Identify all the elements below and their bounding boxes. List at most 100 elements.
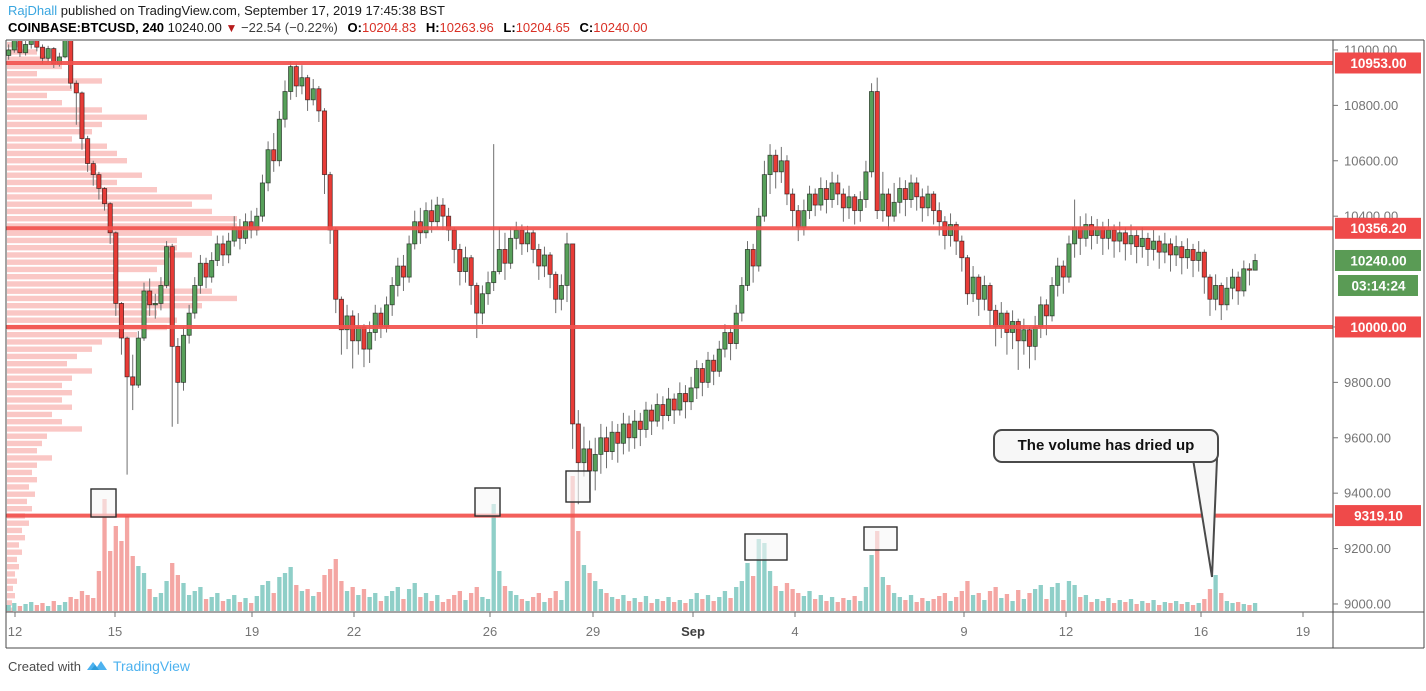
volume-bar	[62, 602, 68, 611]
volume-bar	[779, 591, 784, 611]
candle-down	[790, 193, 796, 212]
volume-bar	[468, 593, 474, 611]
volume-bar	[254, 596, 259, 611]
candle-down	[1004, 312, 1010, 333]
volume-bar	[903, 600, 908, 611]
volume-bar	[429, 601, 434, 611]
volume-highlight-box[interactable]	[744, 533, 788, 561]
volume-profile-bar	[7, 397, 62, 403]
candle-up	[1173, 246, 1179, 256]
candle-up	[970, 276, 976, 295]
price-tick-label: 9400.00	[1344, 486, 1391, 501]
volume-highlight-box[interactable]	[474, 487, 501, 517]
volume-bar	[1236, 602, 1241, 611]
volume-profile-bar	[7, 542, 19, 548]
volume-profile-bar	[7, 230, 212, 236]
volume-bar	[705, 595, 711, 611]
volume-bar	[688, 599, 694, 611]
volume-bar	[784, 583, 790, 611]
candle-down	[293, 66, 299, 87]
volume-bar	[1134, 604, 1139, 611]
candle-down	[316, 88, 322, 112]
volume-bar	[666, 597, 671, 611]
volume-profile-bar	[7, 63, 62, 70]
candle-down	[936, 210, 942, 223]
volume-bar	[237, 602, 243, 611]
volume-bar	[1032, 589, 1038, 611]
volume-bar	[790, 589, 795, 611]
candle-down	[750, 249, 756, 267]
volume-bar	[508, 591, 513, 611]
time-tick-label: 26	[483, 624, 497, 639]
candle-down	[457, 249, 463, 272]
volume-profile-bar	[7, 433, 47, 439]
volume-highlight-box[interactable]	[565, 470, 591, 503]
volume-bar	[474, 587, 479, 611]
volume-bar	[1241, 604, 1246, 611]
candle-down	[1043, 304, 1049, 317]
candle-down	[649, 409, 655, 422]
candle-up	[423, 210, 429, 234]
candle-down	[305, 77, 311, 101]
volume-bar	[1055, 583, 1060, 611]
volume-profile-bar	[7, 245, 177, 251]
candle-up	[209, 260, 215, 278]
volume-bar	[1185, 602, 1190, 611]
tradingview-brand-link[interactable]: TradingView	[112, 658, 191, 674]
volume-highlight-box[interactable]	[90, 488, 117, 518]
volume-bar	[1162, 602, 1167, 611]
candle-up	[462, 257, 469, 272]
candle-up	[778, 160, 784, 173]
volume-bar	[322, 575, 327, 611]
candle-up	[1229, 276, 1236, 289]
volume-bar	[1078, 597, 1083, 611]
candle-up	[389, 285, 395, 306]
volume-bar	[373, 593, 378, 611]
candle-up	[259, 182, 265, 217]
volume-bar	[1168, 603, 1173, 611]
price-axis[interactable]	[1333, 40, 1424, 648]
volume-bar	[175, 575, 180, 611]
volume-profile-bar	[7, 368, 92, 374]
author-link[interactable]: RajDhall	[8, 3, 58, 18]
axis-price-label	[1335, 217, 1421, 239]
volume-bar	[514, 595, 519, 611]
candle-up	[28, 41, 34, 45]
chart-plot-area[interactable]	[6, 40, 1333, 612]
candle-down	[964, 257, 970, 295]
volume-bar	[660, 601, 666, 611]
candle-up	[310, 88, 316, 101]
candle-up	[395, 265, 401, 286]
volume-bar	[181, 583, 186, 611]
symbol-name[interactable]: COINBASE:BTCUSD, 240	[8, 20, 165, 35]
volume-bar	[1049, 587, 1055, 611]
price-tick-label: 9000.00	[1344, 596, 1391, 611]
volume-bar	[1016, 590, 1021, 611]
candle-down	[1190, 249, 1196, 261]
candle-up	[643, 409, 649, 430]
candle-down	[615, 431, 621, 444]
volume-bar	[1100, 601, 1105, 611]
volume-bar	[480, 597, 485, 611]
volume-bar	[649, 603, 654, 611]
volume-bar	[756, 539, 761, 611]
volume-highlight-box[interactable]	[863, 526, 898, 551]
volume-bar	[598, 589, 603, 611]
axis-price-label-text: 10000.00	[1350, 320, 1406, 335]
time-axis[interactable]	[6, 612, 1333, 648]
candle-down	[321, 110, 328, 176]
volume-dried-up-callout[interactable]: The volume has dried up	[993, 429, 1219, 463]
volume-bar	[378, 601, 384, 611]
candle-down	[85, 138, 91, 164]
candle-up	[598, 437, 604, 455]
candle-down	[130, 376, 136, 386]
volume-bar	[570, 476, 575, 611]
candle-down	[902, 188, 908, 200]
candle-up	[620, 423, 626, 444]
candle-up	[141, 290, 147, 339]
volume-bar	[954, 597, 959, 611]
axis-background	[1334, 40, 1424, 648]
volume-bar	[813, 599, 818, 611]
volume-bar	[294, 585, 299, 611]
